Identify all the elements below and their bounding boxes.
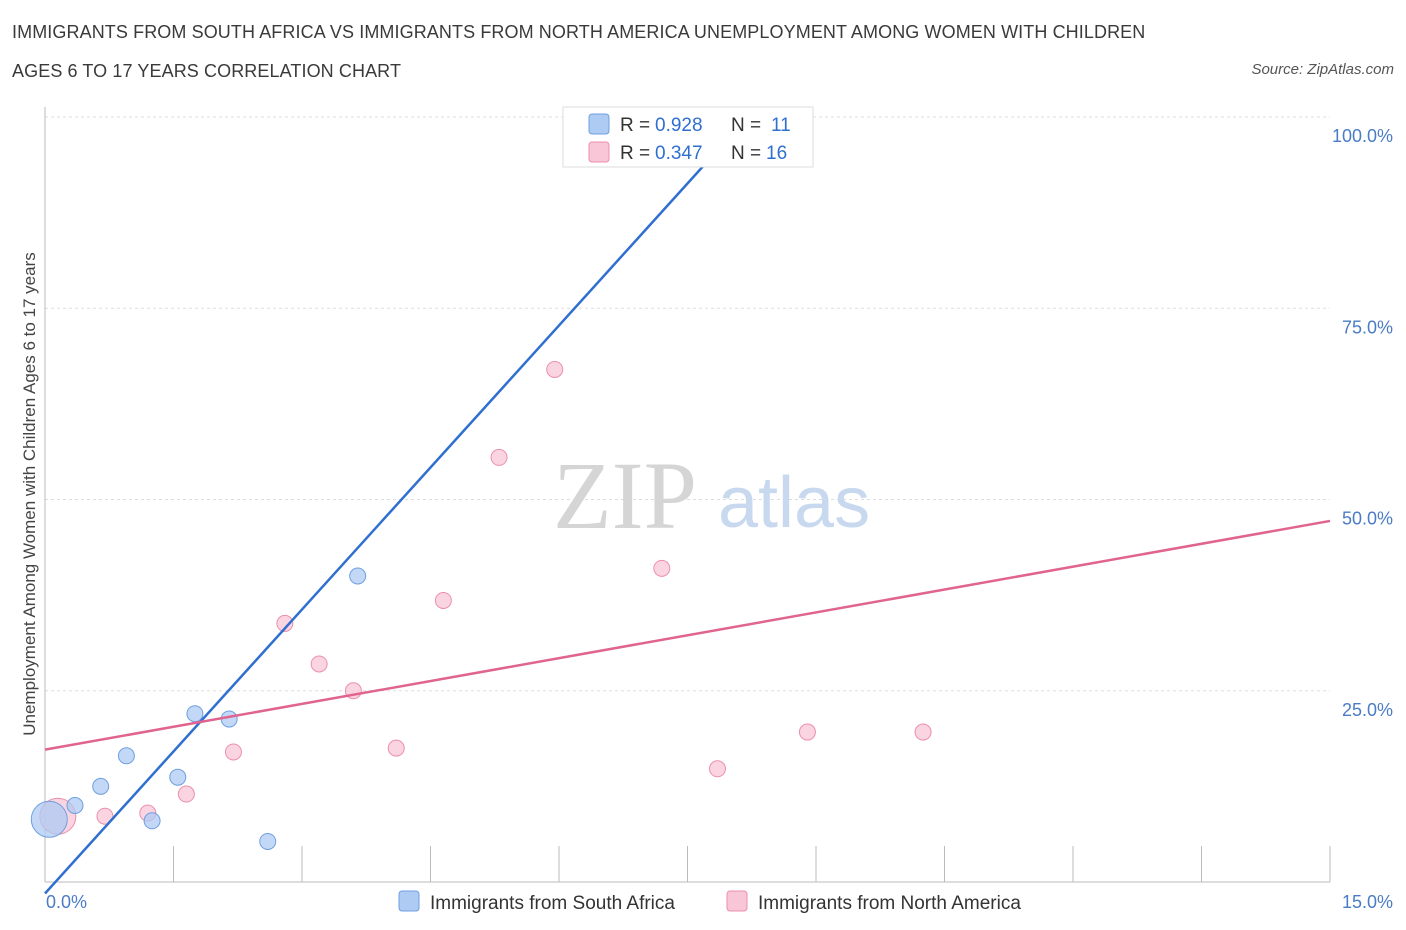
series-legend-swatch-north-america: [726, 890, 748, 912]
point-south-africa-9: [349, 567, 367, 585]
point-south-africa-6: [186, 705, 204, 723]
y-axis-title: Unemployment Among Women with Children A…: [20, 252, 39, 736]
x-tick-label-min: 0.0%: [46, 892, 87, 912]
point-north-america-6: [310, 655, 328, 673]
stats-legend: R = 0.928 N = 11 R = 0.347 N = 16: [562, 106, 814, 168]
legend-r-value-2: 0.347: [655, 143, 703, 164]
y-tick-label-75: 75.0%: [1342, 317, 1393, 337]
watermark: ZIP atlas: [553, 442, 870, 549]
series-legend: Immigrants from South Africa Immigrants …: [398, 890, 1021, 914]
legend-r-label-1: R =: [620, 115, 650, 136]
series-legend-label-north-america: Immigrants from North America: [758, 893, 1021, 914]
trend-line-south-africa: [44, 135, 732, 895]
point-north-america-5: [276, 614, 294, 632]
watermark-atlas: atlas: [718, 463, 870, 543]
point-north-america-1: [96, 807, 114, 825]
point-north-america-13: [708, 760, 726, 778]
point-north-america-11: [546, 360, 564, 378]
legend-r-value-1: 0.928: [655, 115, 703, 136]
y-tick-label-25: 25.0%: [1342, 700, 1393, 720]
point-north-america-9: [434, 591, 452, 609]
series-legend-swatch-south-africa: [398, 890, 420, 912]
point-south-africa-0: [30, 800, 68, 838]
point-north-america-10: [490, 448, 508, 466]
point-south-africa-4: [143, 812, 161, 830]
trend-lines: [44, 135, 1331, 895]
axes: [44, 107, 1331, 883]
chart-title-line-2: AGES 6 TO 17 YEARS CORRELATION CHART: [12, 61, 402, 81]
point-south-africa-3: [117, 747, 135, 765]
point-north-america-8: [387, 739, 405, 757]
legend-n-label-2: N =: [731, 143, 761, 164]
legend-n-label-1: N =: [731, 115, 761, 136]
legend-r-label-2: R =: [620, 143, 650, 164]
point-north-america-4: [224, 743, 242, 761]
point-south-africa-1: [66, 797, 84, 814]
series-north-america-points: [39, 360, 932, 835]
legend-swatch-south-africa: [588, 113, 610, 135]
x-tick-label-max: 15.0%: [1342, 892, 1393, 912]
trend-line-north-america: [44, 519, 1331, 751]
point-south-africa-5: [169, 768, 187, 786]
legend-n-value-1: 11: [771, 115, 791, 136]
point-north-america-14: [798, 723, 816, 741]
point-north-america-12: [653, 559, 671, 577]
y-tick-label-100: 100.0%: [1332, 126, 1393, 146]
series-legend-label-south-africa: Immigrants from South Africa: [430, 893, 675, 914]
x-axis-ticks: [173, 846, 1331, 882]
source-label: Source: ZipAtlas.com: [1251, 61, 1394, 78]
y-tick-label-50: 50.0%: [1342, 509, 1393, 529]
gridlines: [45, 116, 1330, 692]
y-tick-labels: 25.0% 50.0% 75.0% 100.0%: [1332, 126, 1393, 720]
legend-n-value-2: 16: [766, 143, 787, 164]
series-south-africa-points: [30, 108, 679, 850]
point-south-africa-2: [92, 777, 110, 795]
point-south-africa-8: [259, 832, 277, 850]
watermark-zip: ZIP: [553, 442, 697, 549]
chart-title-line-1: IMMIGRANTS FROM SOUTH AFRICA VS IMMIGRAN…: [12, 22, 1146, 42]
point-north-america-15: [914, 723, 932, 741]
legend-swatch-north-america: [588, 141, 610, 163]
point-north-america-3: [177, 785, 195, 803]
